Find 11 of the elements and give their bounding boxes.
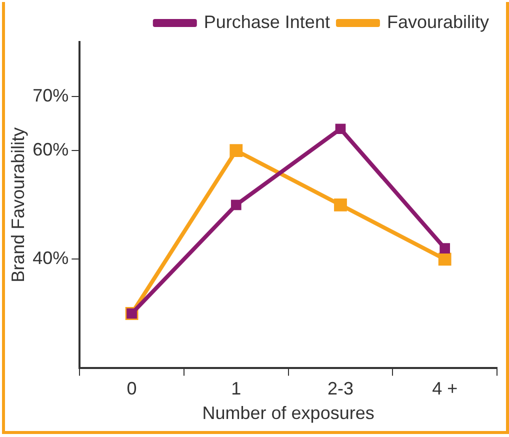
legend-label: Purchase Intent (204, 12, 330, 32)
x-axis-title: Number of exposures (202, 403, 374, 424)
y-tick-label: 40% (32, 248, 69, 268)
x-tick-label: 1 (231, 378, 242, 399)
x-tick-label: 0 (126, 378, 137, 399)
y-tick-label: 60% (32, 140, 69, 160)
x-tick-label: 4 + (432, 378, 458, 399)
y-axis-title: Brand Favourability (8, 127, 28, 282)
y-tick-label: 70% (32, 85, 69, 106)
x-tick-label: 2-3 (327, 378, 354, 399)
legend-label: Favourability (386, 12, 490, 32)
